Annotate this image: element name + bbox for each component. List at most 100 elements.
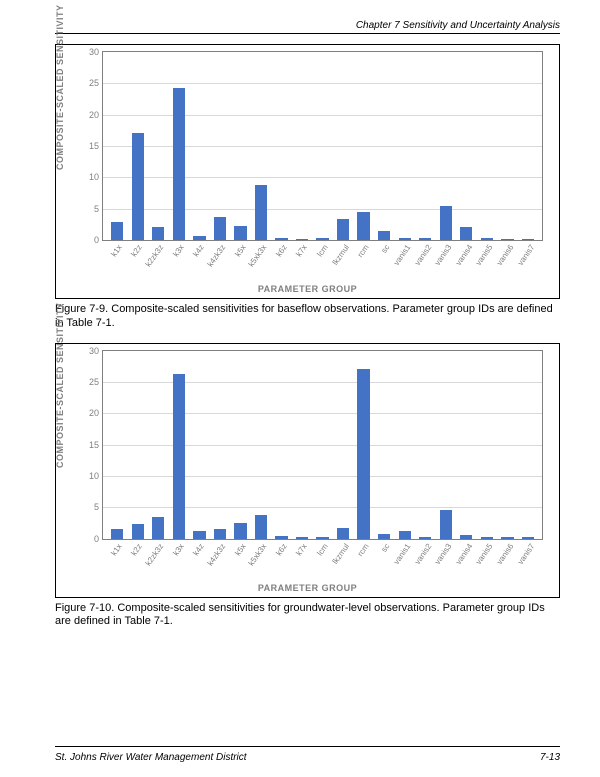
bar (399, 238, 411, 240)
page-header: Chapter 7 Sensitivity and Uncertainty An… (55, 20, 560, 31)
ytick-label: 30 (89, 346, 103, 356)
xtick-label: vanis6 (495, 243, 516, 267)
bar (399, 531, 411, 539)
ytick-label: 10 (89, 172, 103, 182)
xtick-label: k1x (109, 243, 124, 258)
ytick-label: 25 (89, 78, 103, 88)
page-footer: St. Johns River Water Management Distric… (55, 752, 560, 763)
xtick-label: k7x (295, 542, 310, 557)
xtick-label: k3x (171, 542, 186, 557)
ylabel: COMPOSITE-SCALED SENSITIVITY (55, 302, 65, 468)
ytick-label: 20 (89, 408, 103, 418)
xtick-label: vanis5 (474, 542, 495, 566)
ytick-label: 20 (89, 110, 103, 120)
bar (481, 537, 493, 538)
bar (440, 510, 452, 539)
footer-pagenum: 7-13 (540, 752, 560, 763)
bar (173, 374, 185, 539)
xtick-label: vanis7 (516, 542, 537, 566)
xtick-label: k4z (192, 243, 207, 258)
bar (316, 238, 328, 240)
figure-7-9-caption: Figure 7-9. Composite-scaled sensitiviti… (55, 303, 560, 331)
ytick-label: 15 (89, 440, 103, 450)
xtick-label: vanis3 (433, 542, 454, 566)
bar (214, 529, 226, 538)
bar (214, 217, 226, 240)
bar (522, 239, 534, 240)
xtick-label: vanis2 (412, 542, 433, 566)
bar (111, 222, 123, 240)
bar (440, 206, 452, 240)
xtick-label: lkzmul (330, 542, 350, 566)
xtick-label: vanis4 (454, 542, 475, 566)
bar (111, 529, 123, 538)
xtick-label: vanis5 (474, 243, 495, 267)
bar (255, 185, 267, 240)
xtick-label: lcm (315, 243, 330, 258)
bar (419, 537, 431, 539)
xtick-label: k5x (233, 542, 248, 557)
header-rule (55, 33, 560, 34)
figure-7-10: COMPOSITE-SCALED SENSITIVITY 05101520253… (62, 350, 553, 595)
ytick-label: 5 (94, 502, 103, 512)
bar (522, 537, 534, 538)
xtick-label: k4zk3z (205, 542, 227, 568)
bar (234, 523, 246, 538)
bar (378, 231, 390, 240)
xtick-label: vanis3 (433, 243, 454, 267)
xtick-label: rcm (356, 542, 371, 558)
ytick-label: 5 (94, 204, 103, 214)
bar (132, 133, 144, 240)
xtick-label: k2zk3z (143, 243, 165, 269)
bar (296, 537, 308, 538)
xtick-label: k3x (171, 243, 186, 258)
bar (460, 535, 472, 539)
bar (460, 227, 472, 240)
figure-7-9: COMPOSITE-SCALED SENSITIVITY 05101520253… (62, 51, 553, 296)
xtick-label: sc (380, 243, 392, 255)
xtick-label: lkzmul (330, 243, 350, 267)
xtick-label: k5x (233, 243, 248, 258)
footer-org: St. Johns River Water Management Distric… (55, 752, 247, 763)
bar (275, 238, 287, 241)
xlabel: PARAMETER GROUP (62, 284, 553, 294)
xlabel: PARAMETER GROUP (62, 583, 553, 593)
xtick-label: rcm (356, 243, 371, 259)
xtick-label: vanis2 (412, 243, 433, 267)
bar (193, 531, 205, 539)
xtick-label: k2z (130, 542, 145, 557)
xtick-label: vanis1 (392, 243, 413, 267)
chart-area: 051015202530 (102, 350, 543, 540)
xtick-label: k7x (295, 243, 310, 258)
ytick-label: 15 (89, 141, 103, 151)
xtick-label: lcm (315, 542, 330, 557)
bar (419, 238, 431, 240)
bar (193, 236, 205, 240)
figure-7-9-frame: COMPOSITE-SCALED SENSITIVITY 05101520253… (55, 44, 560, 299)
xtick-label: k2zk3z (143, 542, 165, 568)
xtick-label: k5xk3x (246, 542, 268, 568)
xtick-label: vanis4 (454, 243, 475, 267)
ytick-label: 0 (94, 534, 103, 544)
bar (173, 88, 185, 240)
bar (501, 239, 513, 240)
bar (501, 537, 513, 538)
xtick-label: vanis6 (495, 542, 516, 566)
ytick-label: 0 (94, 235, 103, 245)
ytick-label: 10 (89, 471, 103, 481)
xtick-label: k4z (192, 542, 207, 557)
chart-area: 051015202530 (102, 51, 543, 241)
xtick-label: vanis1 (392, 542, 413, 566)
footer-rule (55, 746, 560, 747)
bar (132, 524, 144, 538)
xtick-label: k2z (130, 243, 145, 258)
ytick-label: 30 (89, 47, 103, 57)
xtick-label: k5xk3x (246, 243, 268, 269)
bar (337, 528, 349, 539)
bar (152, 517, 164, 539)
xtick-label: k4zk3z (205, 243, 227, 269)
bar (378, 534, 390, 538)
figure-7-10-caption: Figure 7-10. Composite-scaled sensitivit… (55, 602, 560, 630)
xtick-label: k6z (274, 243, 289, 258)
figure-7-10-frame: COMPOSITE-SCALED SENSITIVITY 05101520253… (55, 343, 560, 598)
